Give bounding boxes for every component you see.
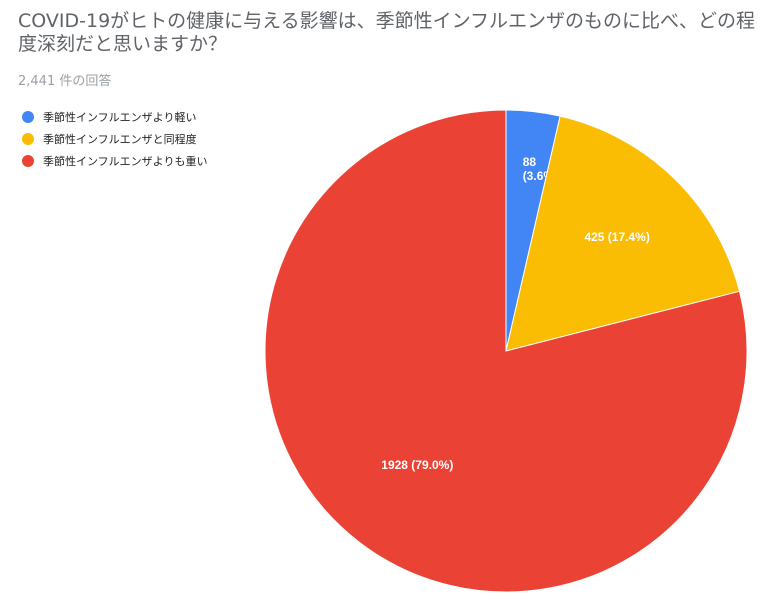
legend-swatch-icon: [22, 133, 34, 145]
response-count: 2,441 件の回答: [18, 74, 112, 89]
chart-title: COVID-19がヒトの健康に与える影響は、季節性インフルエンザのものに比べ、ど…: [18, 10, 756, 55]
legend-item-same[interactable]: 季節性インフルエンザと同程度: [22, 128, 207, 150]
pie-slice-same[interactable]: [505, 115, 741, 352]
legend-label: 季節性インフルエンザと同程度: [43, 133, 197, 146]
data-label-line: 1928 (79.0%): [381, 458, 453, 472]
pie-slice-heavier[interactable]: [264, 109, 748, 593]
legend-swatch-icon: [22, 111, 34, 123]
legend-swatch-icon: [22, 155, 34, 167]
data-label-line: 88: [523, 155, 537, 169]
data-label: 1928 (79.0%): [381, 458, 453, 472]
legend-label: 季節性インフルエンザよりも重い: [43, 155, 208, 168]
legend: 季節性インフルエンザより軽い 季節性インフルエンザと同程度 季節性インフルエンザ…: [22, 106, 207, 172]
data-label: 425 (17.4%): [584, 230, 649, 244]
legend-item-heavier[interactable]: 季節性インフルエンザよりも重い: [22, 150, 207, 172]
legend-label: 季節性インフルエンザより軽い: [43, 111, 197, 124]
legend-item-lighter[interactable]: 季節性インフルエンザより軽い: [22, 106, 207, 128]
data-label-line: 425 (17.4%): [584, 230, 649, 244]
